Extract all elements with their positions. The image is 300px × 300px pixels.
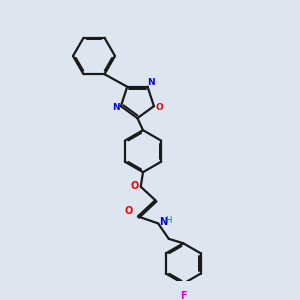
Text: O: O xyxy=(125,206,133,216)
Text: N: N xyxy=(159,217,167,227)
Text: F: F xyxy=(180,291,187,300)
Text: N: N xyxy=(147,78,155,87)
Text: O: O xyxy=(131,182,139,191)
Text: H: H xyxy=(166,216,172,225)
Text: N: N xyxy=(112,103,119,112)
Text: O: O xyxy=(155,103,163,112)
